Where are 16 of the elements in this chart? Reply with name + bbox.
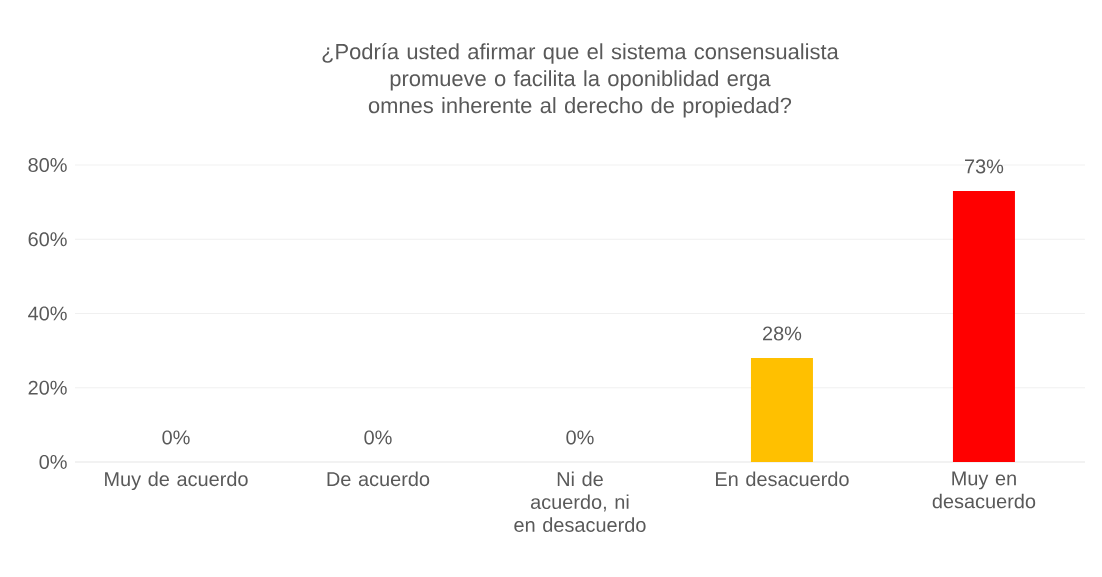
y-tick-label: 20% [28,380,67,395]
data-label: 28% [763,326,802,341]
y-tick-label: 40% [28,306,67,321]
data-label: 73% [965,159,1004,174]
x-tick-label: De acuerdo [327,471,430,487]
data-label: 0% [364,430,392,445]
data-label: 0% [162,430,190,445]
x-tick-label: Muy en desacuerdo [932,471,1036,509]
y-tick-label: 0% [39,454,67,470]
x-tick-label: Muy de acuerdo [105,471,248,491]
x-tick-label: Ni de acuerdo, ni en desacuerdo [514,471,646,532]
y-tick-label: 80% [28,157,67,173]
data-label: 0% [566,430,594,445]
y-tick-label: 60% [28,232,67,247]
x-tick-label: En desacuerdo [716,471,849,487]
chart-title: ¿Podría usted afirmar que el sistema consensualista promueve o facilita la oponiblidad erga omnes inherente al derecho de propiedad? [322,43,839,118]
